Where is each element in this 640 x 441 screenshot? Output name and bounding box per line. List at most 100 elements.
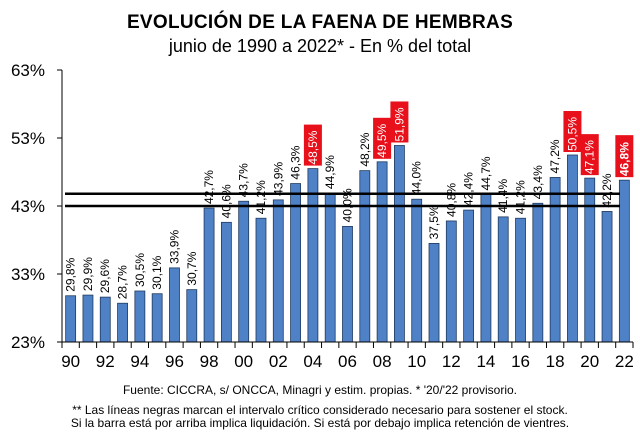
- bar-2008: [376, 161, 388, 343]
- value-label: 42,4%: [462, 172, 476, 206]
- x-tick-label: 92: [96, 352, 115, 371]
- bar-2011: [428, 242, 440, 343]
- x-tick-label: 12: [442, 352, 461, 371]
- value-label: 30,7%: [185, 251, 199, 285]
- bar-1998: [203, 207, 215, 343]
- bar-2014: [480, 194, 492, 343]
- bar-2017: [532, 202, 544, 343]
- value-label: 43,4%: [531, 165, 545, 199]
- bar-2019: [567, 154, 578, 343]
- value-label: 40,8%: [444, 183, 458, 217]
- x-tick-label: 94: [130, 352, 149, 371]
- value-label: 46,3%: [289, 145, 303, 179]
- x-tick-label: 16: [511, 352, 530, 371]
- value-label: 29,8%: [64, 257, 78, 291]
- x-tick-label: 04: [303, 352, 322, 371]
- value-label: 48,2%: [358, 132, 372, 166]
- chart-title: EVOLUCIÓN DE LA FAENA DE HEMBRAS: [126, 12, 514, 33]
- bar-2001: [255, 217, 267, 343]
- bar-2018: [549, 177, 561, 343]
- y-tick-label: 53%: [11, 129, 45, 148]
- bar-1991: [82, 294, 94, 343]
- footnote-line-1: ** Las líneas negras marcan el intervalo…: [72, 403, 568, 417]
- bars: [65, 145, 630, 343]
- value-label: 43,7%: [237, 163, 251, 197]
- bar-1995: [151, 293, 163, 343]
- value-label: 29,6%: [98, 259, 112, 293]
- value-label: 41,2%: [514, 180, 528, 214]
- value-label: 44,0%: [410, 161, 424, 195]
- x-axis: 90 92 94 96 98 00 02 04 06 08 10 12 14 16 18 20 22: [61, 341, 634, 371]
- highlight-box: [390, 101, 409, 143]
- value-label: 29,9%: [81, 257, 95, 291]
- bar-2010: [411, 198, 423, 343]
- bar-2002: [272, 199, 284, 343]
- bar-2005: [324, 192, 336, 343]
- highlight-box: [615, 135, 634, 178]
- x-tick-label: 20: [580, 352, 599, 371]
- bar-1994: [134, 290, 146, 343]
- x-tick-label: 98: [200, 352, 219, 371]
- highlight-box: [373, 117, 392, 159]
- bar-2022: [618, 179, 630, 343]
- x-tick-label: 96: [165, 352, 184, 371]
- value-label: 40,0%: [341, 188, 355, 222]
- bar-2015: [497, 216, 509, 343]
- bar-2000: [238, 200, 250, 343]
- x-tick-label: 14: [476, 352, 495, 371]
- x-tick-label: 10: [407, 352, 426, 371]
- y-axis: 63% 53% 43% 33% 23%: [11, 61, 63, 352]
- value-label: 44,7%: [479, 156, 493, 190]
- x-tick-label: 00: [234, 352, 253, 371]
- value-label: 30,5%: [133, 253, 147, 287]
- value-label: 37,5%: [427, 205, 441, 239]
- value-labels: 29,8% 29,9% 29,6% 28,7% 30,5% 30,1%33,9% 30,7%…: [64, 101, 634, 299]
- value-label: 49,5%: [375, 123, 389, 157]
- bar-1996: [169, 267, 180, 343]
- highlight-box: [563, 111, 582, 152]
- bar-2020: [584, 177, 596, 343]
- x-tick-label: 90: [61, 352, 80, 371]
- reference-lines: [65, 192, 620, 208]
- value-label: 30,1%: [150, 255, 164, 289]
- value-label: 41,2%: [254, 180, 268, 214]
- x-tick-label: 08: [373, 352, 392, 371]
- bar-2003: [290, 183, 301, 343]
- bar-2012: [445, 220, 457, 343]
- bar-2021: [601, 211, 613, 343]
- value-label: 40,6%: [219, 184, 233, 218]
- source-note: Fuente: CICCRA, s/ ONCCA, Minagri y esti…: [122, 383, 518, 397]
- highlight-box: [303, 124, 322, 166]
- bar-2016: [515, 217, 526, 343]
- bar-1990: [65, 295, 77, 343]
- value-label: 44,9%: [323, 155, 337, 189]
- x-tick-label: 06: [338, 352, 357, 371]
- bar-2009: [394, 145, 405, 343]
- bar-2007: [359, 170, 371, 343]
- y-tick-label: 63%: [11, 61, 45, 80]
- y-tick-label: 43%: [11, 197, 45, 216]
- highlight-box: [580, 134, 599, 176]
- footnote: ** Las líneas negras marcan el intervalo…: [0, 404, 640, 430]
- bar-1999: [220, 221, 232, 343]
- bar-1993: [117, 302, 128, 343]
- x-tick-label: 02: [269, 352, 288, 371]
- y-tick-label: 33%: [11, 265, 45, 284]
- bar-1992: [99, 296, 111, 343]
- value-label: 50,5%: [565, 117, 579, 151]
- bar-1997: [186, 289, 198, 343]
- value-label: 41,4%: [496, 179, 510, 213]
- footnote-line-2: Si la barra está por arriba implica liqu…: [70, 416, 570, 430]
- value-label: 42,7%: [202, 170, 216, 204]
- value-label: 43,9%: [271, 162, 285, 196]
- value-label: 33,9%: [167, 230, 181, 264]
- bar-2013: [463, 209, 475, 343]
- x-tick-label: 18: [546, 352, 565, 371]
- chart-subtitle: junio de 1990 a 2022* - En % del total: [168, 36, 472, 56]
- value-label: 47,1%: [583, 140, 597, 174]
- y-tick-label: 23%: [11, 333, 45, 352]
- value-label: 42,2%: [600, 173, 614, 207]
- value-label: 28,7%: [116, 265, 130, 299]
- value-label: 47,2%: [548, 139, 562, 173]
